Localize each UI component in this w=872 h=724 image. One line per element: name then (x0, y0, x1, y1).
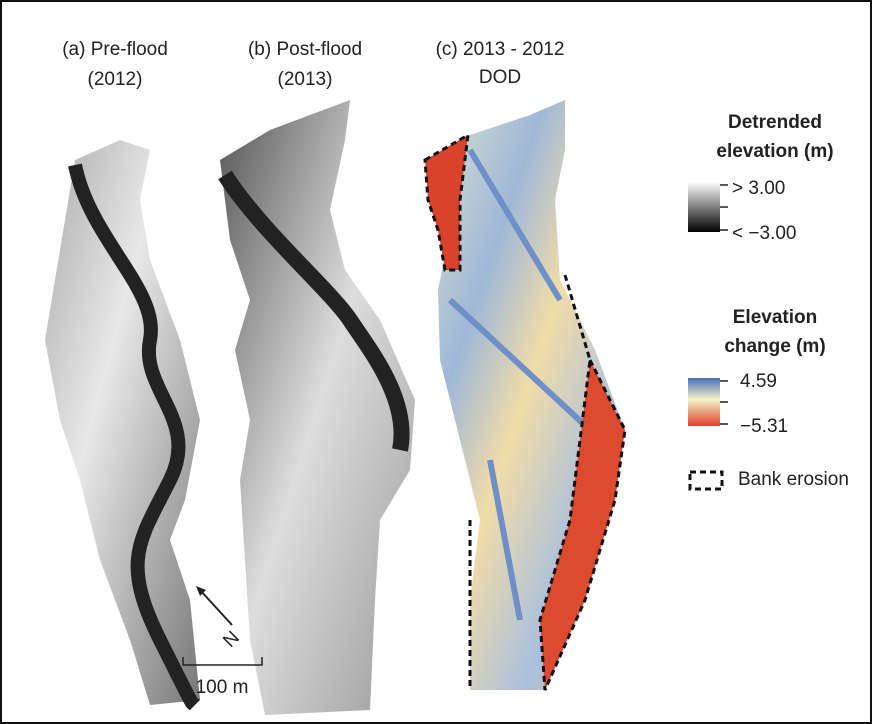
scale-label: 100 m (196, 677, 249, 698)
panel-year: DOD (479, 67, 521, 88)
panel-year: (2012) (88, 69, 143, 90)
legend-max: 4.59 (740, 371, 777, 392)
legend-title: Elevation (733, 307, 817, 328)
legend-erosion: Bank erosion (738, 469, 849, 490)
erosion-swatch (690, 472, 722, 489)
page: (a) Pre-flood (2012) (b) Post-flood (201… (0, 0, 872, 724)
panel-label: (a) Pre-flood (62, 39, 168, 60)
legend-title: Detrended (728, 112, 822, 133)
panel-label: (b) Post-flood (248, 39, 362, 60)
legend-min: < −3.00 (732, 223, 796, 244)
legend-title: elevation (m) (716, 141, 833, 162)
legend-max: > 3.00 (732, 178, 785, 199)
panel-label: (c) 2013 - 2012 (436, 39, 565, 60)
legend-title: change (m) (724, 336, 825, 357)
panel-year: (2013) (278, 69, 333, 90)
dod-colorbar (688, 378, 720, 426)
figure: (a) Pre-flood (2012) (b) Post-flood (201… (0, 0, 872, 724)
gray-colorbar (688, 182, 720, 232)
legend-min: −5.31 (740, 416, 788, 437)
